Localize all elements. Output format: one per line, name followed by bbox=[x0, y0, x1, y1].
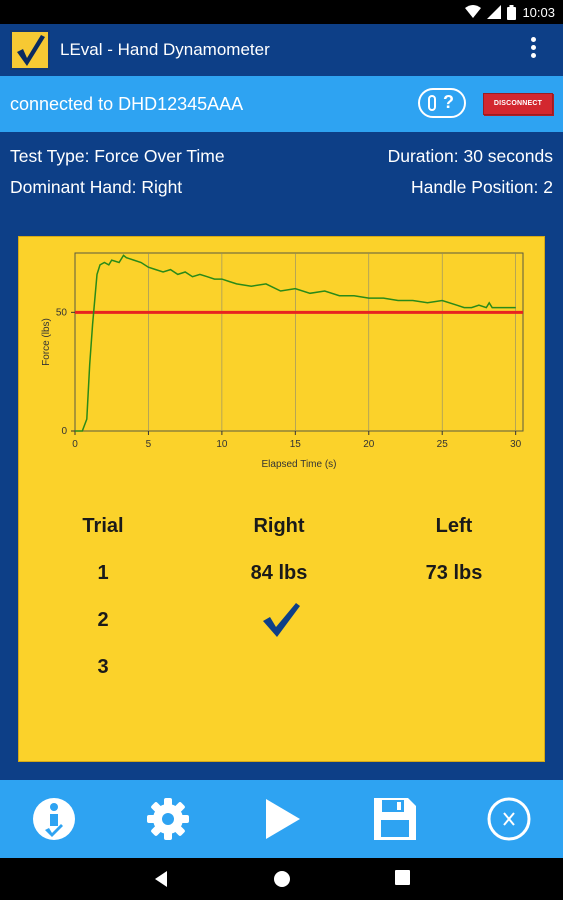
x-tick-label: 5 bbox=[146, 439, 152, 450]
app-title: LEval - Hand Dynamometer bbox=[60, 40, 270, 59]
connection-status: connected to DHD12345AAA bbox=[10, 94, 244, 114]
start-test-button[interactable] bbox=[258, 796, 304, 842]
save-icon bbox=[374, 798, 416, 840]
help-label: ? bbox=[443, 92, 454, 112]
x-axis-label: Elapsed Time (s) bbox=[261, 459, 336, 470]
play-icon bbox=[266, 799, 300, 839]
duration: Duration: 30 seconds bbox=[387, 146, 553, 166]
chart-ticks: 0 5 10 15 20 25 30 0 50 bbox=[56, 307, 522, 450]
connection-bar: connected to DHD12345AAA ? bbox=[0, 76, 563, 132]
x-tick-label: 20 bbox=[363, 439, 375, 450]
results-panel: 0 5 10 15 20 25 30 0 50 Elapsed Time (s) Force (… bbox=[18, 236, 545, 762]
y-axis-label: Force (lbs) bbox=[41, 318, 52, 366]
handle-position: Handle Position: 2 bbox=[410, 177, 553, 197]
x-tick-label: 10 bbox=[216, 439, 228, 450]
trial-right-value: 84 lbs bbox=[250, 562, 308, 584]
close-circle-icon bbox=[487, 797, 531, 841]
trial-number: 1 bbox=[97, 562, 109, 584]
save-button[interactable] bbox=[372, 796, 418, 842]
gear-icon bbox=[147, 798, 189, 840]
recents-icon[interactable] bbox=[395, 870, 410, 885]
header-left: Left bbox=[435, 515, 473, 537]
dynamometer-icon bbox=[428, 95, 436, 111]
x-tick-label: 30 bbox=[510, 439, 522, 450]
checkmark-logo-icon bbox=[17, 35, 45, 66]
signal-icon bbox=[487, 5, 502, 19]
force-chart: 0 5 10 15 20 25 30 0 50 Elapsed Time (s) Force (… bbox=[41, 252, 524, 470]
x-tick-label: 15 bbox=[290, 439, 302, 450]
y-tick-label: 50 bbox=[56, 307, 68, 318]
settings-button[interactable] bbox=[145, 796, 191, 842]
x-tick-label: 0 bbox=[72, 439, 78, 450]
trial-number: 3 bbox=[97, 656, 109, 678]
test-type: Test Type: Force Over Time bbox=[10, 146, 225, 166]
trial-number: 2 bbox=[97, 609, 109, 631]
dominant-hand: Dominant Hand: Right bbox=[10, 177, 183, 197]
header-right: Right bbox=[253, 515, 305, 537]
app-logo bbox=[10, 30, 50, 70]
app-bar: LEval - Hand Dynamometer bbox=[0, 24, 563, 76]
info-button[interactable] bbox=[31, 796, 77, 842]
force-series-line bbox=[75, 254, 516, 432]
trial-left-value: 73 lbs bbox=[425, 562, 483, 584]
checkmark-icon bbox=[263, 603, 300, 637]
overflow-menu-icon[interactable] bbox=[521, 34, 545, 66]
header-trial: Trial bbox=[82, 515, 124, 537]
disconnect-button[interactable]: DISCONNECT bbox=[483, 93, 553, 115]
y-tick-label: 0 bbox=[61, 426, 67, 437]
info-check-icon bbox=[33, 798, 75, 840]
battery-icon bbox=[507, 4, 517, 20]
system-nav-bar bbox=[0, 858, 563, 900]
status-time: 10:03 bbox=[522, 4, 555, 20]
wifi-icon bbox=[465, 5, 482, 18]
exit-button[interactable] bbox=[486, 796, 532, 842]
back-icon[interactable] bbox=[153, 870, 169, 888]
x-tick-label: 25 bbox=[437, 439, 449, 450]
status-bar: 10:03 bbox=[0, 0, 563, 24]
bottom-action-bar bbox=[0, 780, 563, 858]
home-icon[interactable] bbox=[273, 870, 291, 888]
chart-grid bbox=[75, 253, 523, 431]
plot-area bbox=[74, 252, 524, 432]
help-button[interactable]: ? bbox=[418, 88, 466, 118]
